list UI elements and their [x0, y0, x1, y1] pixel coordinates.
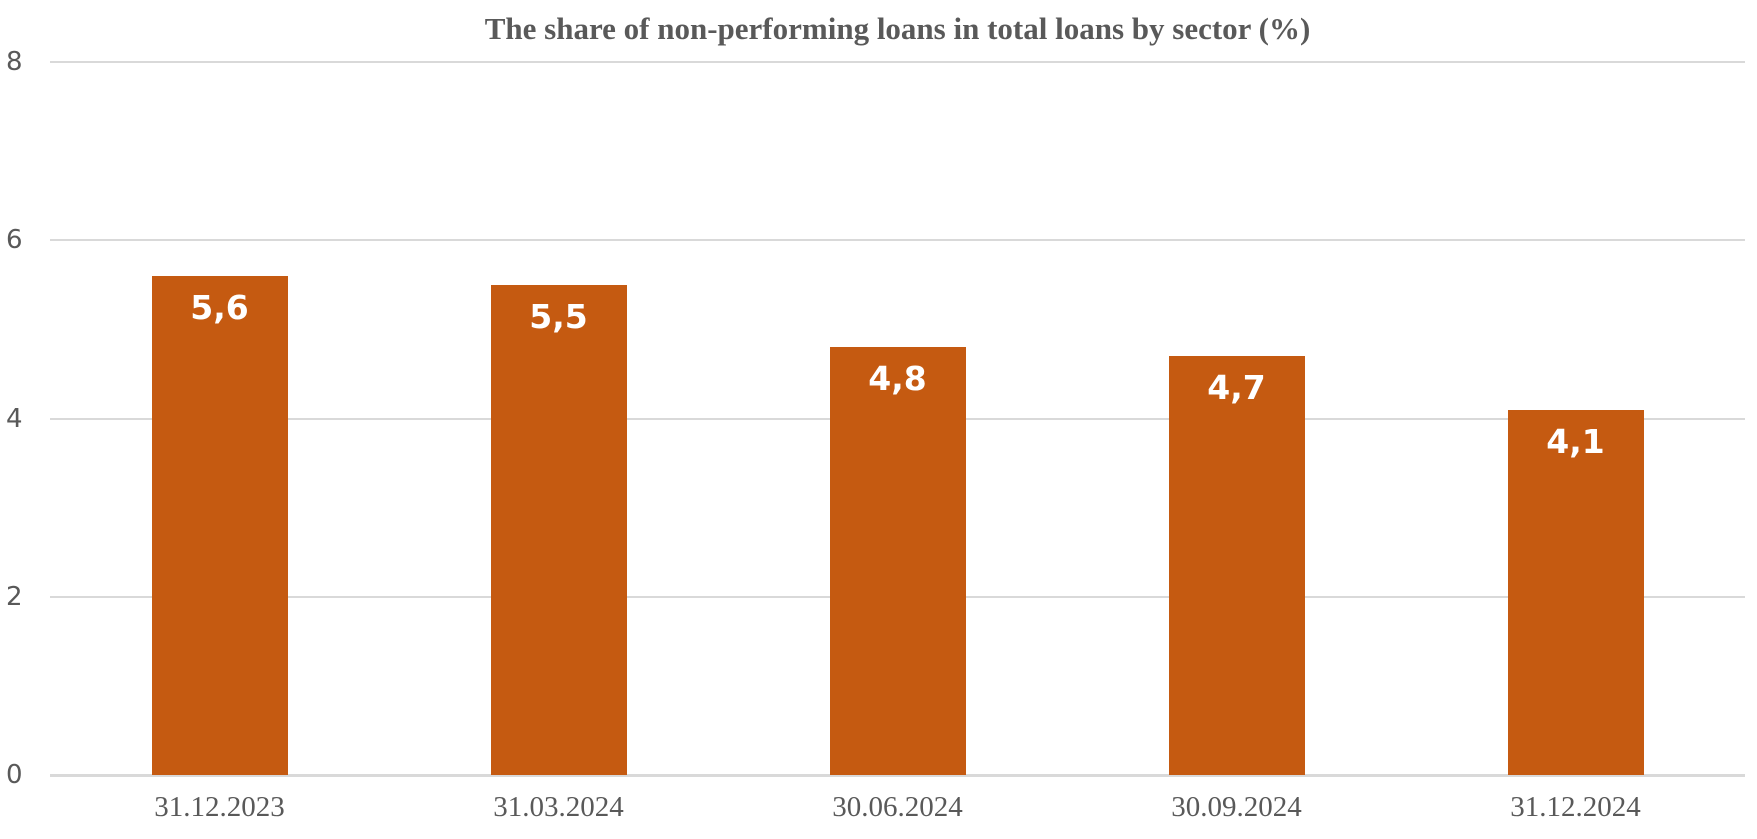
bar-value-label: 5,5 [529, 296, 588, 336]
y-axis-tick-label: 8 [6, 47, 23, 77]
x-axis-category-label: 31.03.2024 [493, 791, 624, 823]
x-axis-category-label: 30.09.2024 [1171, 791, 1302, 823]
gridline [50, 239, 1745, 241]
bar-31.12.2024: 4,1 [1507, 409, 1644, 775]
chart-title: The share of non-performing loans in tot… [484, 11, 1311, 46]
bar-value-label: 4,8 [868, 359, 927, 399]
y-axis-tick-label: 4 [6, 404, 23, 434]
x-axis-line [50, 774, 1745, 777]
bar-value-label: 5,6 [190, 287, 249, 327]
bar-31.12.2023: 5,6 [151, 275, 288, 775]
x-axis-category-label: 31.12.2023 [154, 791, 285, 823]
bar-30.09.2024: 4,7 [1168, 356, 1305, 775]
bar-30.06.2024: 4,8 [829, 347, 966, 775]
y-axis-tick-label: 0 [6, 760, 23, 790]
bar-31.03.2024: 5,5 [490, 284, 627, 775]
x-axis-category-label: 30.06.2024 [832, 791, 963, 823]
bar-value-label: 4,7 [1207, 368, 1266, 408]
x-axis-category-label: 31.12.2024 [1510, 791, 1641, 823]
y-axis-tick-label: 6 [6, 225, 23, 255]
gridline [50, 61, 1745, 63]
y-axis-tick-label: 2 [6, 582, 23, 612]
bar-value-label: 4,1 [1546, 421, 1605, 461]
